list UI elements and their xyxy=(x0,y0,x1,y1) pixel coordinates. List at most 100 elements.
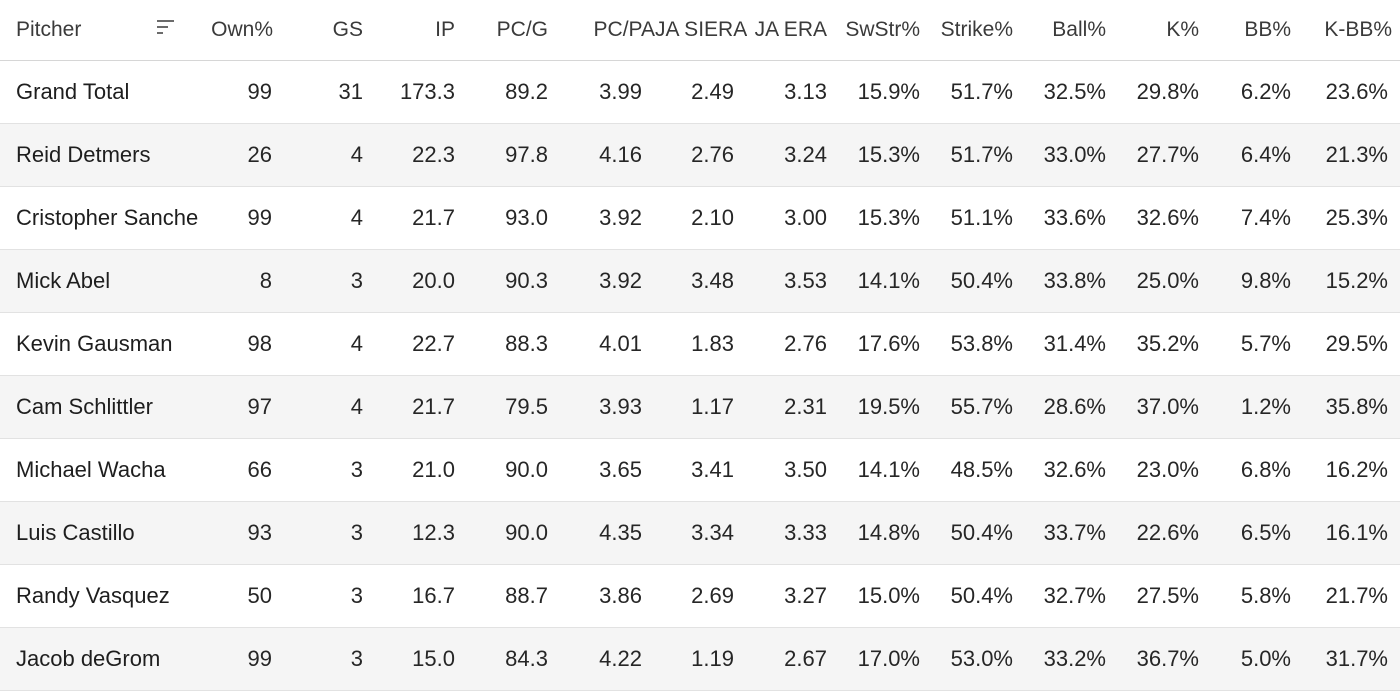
cell-ja-era: 2.31 xyxy=(747,375,839,439)
cell-bb: 5.7% xyxy=(1212,312,1304,376)
cell-own: 99 xyxy=(198,627,286,691)
cell-ball: 33.8% xyxy=(1026,249,1119,313)
cell-ja-era: 3.50 xyxy=(747,438,839,502)
cell-pc-pa: 3.92 xyxy=(561,249,655,313)
cell-own: 93 xyxy=(198,501,286,565)
cell-ja-siera: 2.76 xyxy=(655,123,747,187)
cell-k: 36.7% xyxy=(1119,627,1212,691)
pitcher-name: Randy Vasquez xyxy=(0,564,198,628)
cell-ja-era: 3.33 xyxy=(747,501,839,565)
cell-pc-g: 79.5 xyxy=(468,375,561,439)
cell-bb: 1.2% xyxy=(1212,375,1304,439)
table-row[interactable]: Luis Castillo 93 3 12.3 90.0 4.35 3.34 3.33 14.8… xyxy=(0,501,1400,565)
cell-ip: 21.0 xyxy=(376,438,468,502)
cell-swstr: 17.6% xyxy=(839,312,932,376)
cell-ball: 33.0% xyxy=(1026,123,1119,187)
cell-swstr: 15.3% xyxy=(839,186,932,250)
cell-ja-siera: 2.69 xyxy=(655,564,747,628)
table-row[interactable]: Randy Vasquez 50 3 16.7 88.7 3.86 2.69 3.27 15.0… xyxy=(0,564,1400,628)
table-row[interactable]: Jacob deGrom 99 3 15.0 84.3 4.22 1.19 2.67 17.0%… xyxy=(0,627,1400,691)
cell-own: 99 xyxy=(198,186,286,250)
cell-swstr: 14.1% xyxy=(839,438,932,502)
cell-gs: 3 xyxy=(286,501,376,565)
column-header-ja-siera[interactable]: JA SIERA xyxy=(655,0,747,61)
cell-k: 29.8% xyxy=(1119,60,1212,124)
cell-k-bb: 16.1% xyxy=(1304,501,1400,565)
cell-strike: 50.4% xyxy=(932,249,1026,313)
cell-gs: 31 xyxy=(286,60,376,124)
cell-k: 22.6% xyxy=(1119,501,1212,565)
table-row[interactable]: Reid Detmers 26 4 22.3 97.8 4.16 2.76 3.24 15.3%… xyxy=(0,123,1400,187)
cell-strike: 53.0% xyxy=(932,627,1026,691)
cell-k: 27.5% xyxy=(1119,564,1212,628)
table-row[interactable]: Cristopher Sanchez 99 4 21.7 93.0 3.92 2.10 3.0… xyxy=(0,186,1400,250)
cell-strike: 53.8% xyxy=(932,312,1026,376)
pitcher-name: Grand Total xyxy=(0,60,198,124)
cell-k-bb: 16.2% xyxy=(1304,438,1400,502)
cell-gs: 4 xyxy=(286,312,376,376)
table-row[interactable]: Kevin Gausman 98 4 22.7 88.3 4.01 1.83 2.76 17.6… xyxy=(0,312,1400,376)
cell-gs: 3 xyxy=(286,438,376,502)
column-header-gs[interactable]: GS xyxy=(286,0,376,61)
pitcher-name: Reid Detmers xyxy=(0,123,198,187)
pitcher-name: Cristopher Sanchez xyxy=(0,186,198,250)
cell-ball: 32.6% xyxy=(1026,438,1119,502)
cell-pc-g: 93.0 xyxy=(468,186,561,250)
cell-ja-era: 3.53 xyxy=(747,249,839,313)
cell-ip: 21.7 xyxy=(376,375,468,439)
cell-ja-siera: 3.41 xyxy=(655,438,747,502)
table-row[interactable]: Mick Abel 8 3 20.0 90.3 3.92 3.48 3.53 14.1% 50.4… xyxy=(0,249,1400,313)
cell-pc-pa: 3.92 xyxy=(561,186,655,250)
pitcher-name: Luis Castillo xyxy=(0,501,198,565)
cell-swstr: 15.3% xyxy=(839,123,932,187)
cell-ja-siera: 1.19 xyxy=(655,627,747,691)
cell-own: 26 xyxy=(198,123,286,187)
table-row[interactable]: Cam Schlittler 97 4 21.7 79.5 3.93 1.17 2.31 19.… xyxy=(0,375,1400,439)
cell-ip: 16.7 xyxy=(376,564,468,628)
column-header-ja-era[interactable]: JA ERA xyxy=(747,0,839,61)
cell-gs: 3 xyxy=(286,249,376,313)
cell-gs: 3 xyxy=(286,627,376,691)
cell-ja-siera: 2.49 xyxy=(655,60,747,124)
cell-ja-era: 2.76 xyxy=(747,312,839,376)
cell-strike: 48.5% xyxy=(932,438,1026,502)
cell-pc-g: 84.3 xyxy=(468,627,561,691)
column-header-label: Pitcher xyxy=(16,18,82,41)
column-header-pc-g[interactable]: PC/G xyxy=(468,0,561,61)
cell-k: 35.2% xyxy=(1119,312,1212,376)
cell-ja-siera: 2.10 xyxy=(655,186,747,250)
cell-pc-pa: 3.86 xyxy=(561,564,655,628)
sort-descending-icon[interactable] xyxy=(157,20,175,36)
cell-strike: 50.4% xyxy=(932,501,1026,565)
cell-ball: 31.4% xyxy=(1026,312,1119,376)
cell-k: 25.0% xyxy=(1119,249,1212,313)
cell-ja-era: 3.00 xyxy=(747,186,839,250)
column-header-swstr[interactable]: SwStr% xyxy=(839,0,932,61)
cell-ja-era: 3.24 xyxy=(747,123,839,187)
table-row-grand-total[interactable]: Grand Total 99 31 173.3 89.2 3.99 2.49 3.13 15.9… xyxy=(0,60,1400,124)
column-header-k-bb[interactable]: K-BB% xyxy=(1304,0,1400,61)
cell-strike: 50.4% xyxy=(932,564,1026,628)
column-header-k[interactable]: K% xyxy=(1119,0,1212,61)
column-header-bb[interactable]: BB% xyxy=(1212,0,1304,61)
table-row[interactable]: Michael Wacha 66 3 21.0 90.0 3.65 3.41 3.50 14.1… xyxy=(0,438,1400,502)
cell-ip: 12.3 xyxy=(376,501,468,565)
cell-pc-pa: 3.99 xyxy=(561,60,655,124)
cell-k: 37.0% xyxy=(1119,375,1212,439)
cell-strike: 51.1% xyxy=(932,186,1026,250)
cell-ip: 15.0 xyxy=(376,627,468,691)
column-header-pitcher[interactable]: Pitcher xyxy=(0,0,198,61)
cell-ja-era: 3.27 xyxy=(747,564,839,628)
column-header-pc-pa[interactable]: PC/PA xyxy=(561,0,655,61)
cell-pc-pa: 3.65 xyxy=(561,438,655,502)
cell-ja-era: 3.13 xyxy=(747,60,839,124)
cell-pc-g: 90.0 xyxy=(468,501,561,565)
column-header-ip[interactable]: IP xyxy=(376,0,468,61)
cell-swstr: 14.1% xyxy=(839,249,932,313)
column-header-strike[interactable]: Strike% xyxy=(932,0,1026,61)
column-header-own[interactable]: Own% xyxy=(198,0,286,61)
column-header-ball[interactable]: Ball% xyxy=(1026,0,1119,61)
cell-k-bb: 21.7% xyxy=(1304,564,1400,628)
cell-ball: 32.7% xyxy=(1026,564,1119,628)
header-row: Pitcher Own% GS IP PC/G PC/PA JA SIERA JA ERA S… xyxy=(0,0,1400,61)
